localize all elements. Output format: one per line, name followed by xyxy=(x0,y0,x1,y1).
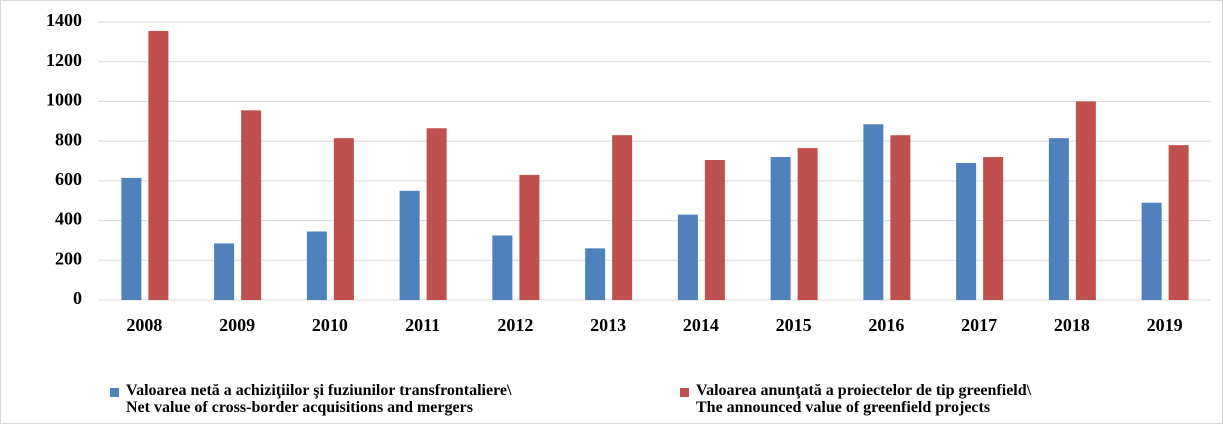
bar xyxy=(519,174,540,300)
legend-swatch xyxy=(110,388,119,397)
x-tick-label: 2008 xyxy=(126,315,162,335)
y-tick-label: 1400 xyxy=(46,10,82,30)
x-tick-label: 2014 xyxy=(683,315,719,335)
bar xyxy=(241,110,262,300)
bar xyxy=(956,162,977,300)
x-tick-label: 2012 xyxy=(497,315,533,335)
x-tick-label: 2010 xyxy=(312,315,348,335)
legend-label: Valoarea anunţată a proiectelor de tip g… xyxy=(696,382,1032,416)
bar xyxy=(214,243,235,300)
x-tick-label: 2015 xyxy=(776,315,812,335)
bar xyxy=(1075,101,1096,300)
bar xyxy=(333,138,354,300)
y-tick-label: 600 xyxy=(55,169,82,189)
y-tick-label: 800 xyxy=(55,129,82,149)
y-tick-label: 1200 xyxy=(46,50,82,70)
legend-item: Valoarea netă a achiziţiilor şi fuziunil… xyxy=(110,382,511,416)
bar xyxy=(426,128,447,300)
bar xyxy=(797,148,818,300)
bar xyxy=(1168,145,1189,300)
bar xyxy=(1141,202,1162,300)
legend-swatch xyxy=(680,388,689,397)
x-tick-label: 2011 xyxy=(405,315,440,335)
bar xyxy=(306,231,327,300)
bar xyxy=(585,248,606,300)
bar xyxy=(863,124,884,300)
bar xyxy=(399,190,420,300)
legend-label: Valoarea netă a achiziţiilor şi fuziunil… xyxy=(126,382,512,416)
bar xyxy=(890,135,911,300)
bar xyxy=(148,30,169,300)
x-tick-label: 2017 xyxy=(961,315,997,335)
x-tick-label: 2018 xyxy=(1054,315,1090,335)
y-tick-label: 200 xyxy=(55,248,82,268)
bar xyxy=(492,235,513,300)
y-tick-label: 400 xyxy=(55,209,82,229)
bar xyxy=(121,177,142,300)
bar xyxy=(983,157,1004,300)
x-tick-label: 2019 xyxy=(1147,315,1183,335)
bar xyxy=(612,135,633,300)
bar xyxy=(1048,138,1069,300)
y-tick-label: 1000 xyxy=(46,90,82,110)
bar xyxy=(677,214,698,300)
y-tick-label: 0 xyxy=(73,288,82,308)
legend-item: Valoarea anunţată a proiectelor de tip g… xyxy=(680,382,1031,416)
x-tick-label: 2016 xyxy=(868,315,904,335)
x-tick-label: 2009 xyxy=(219,315,255,335)
x-tick-label: 2013 xyxy=(590,315,626,335)
bar xyxy=(770,157,791,300)
bar xyxy=(704,160,725,300)
